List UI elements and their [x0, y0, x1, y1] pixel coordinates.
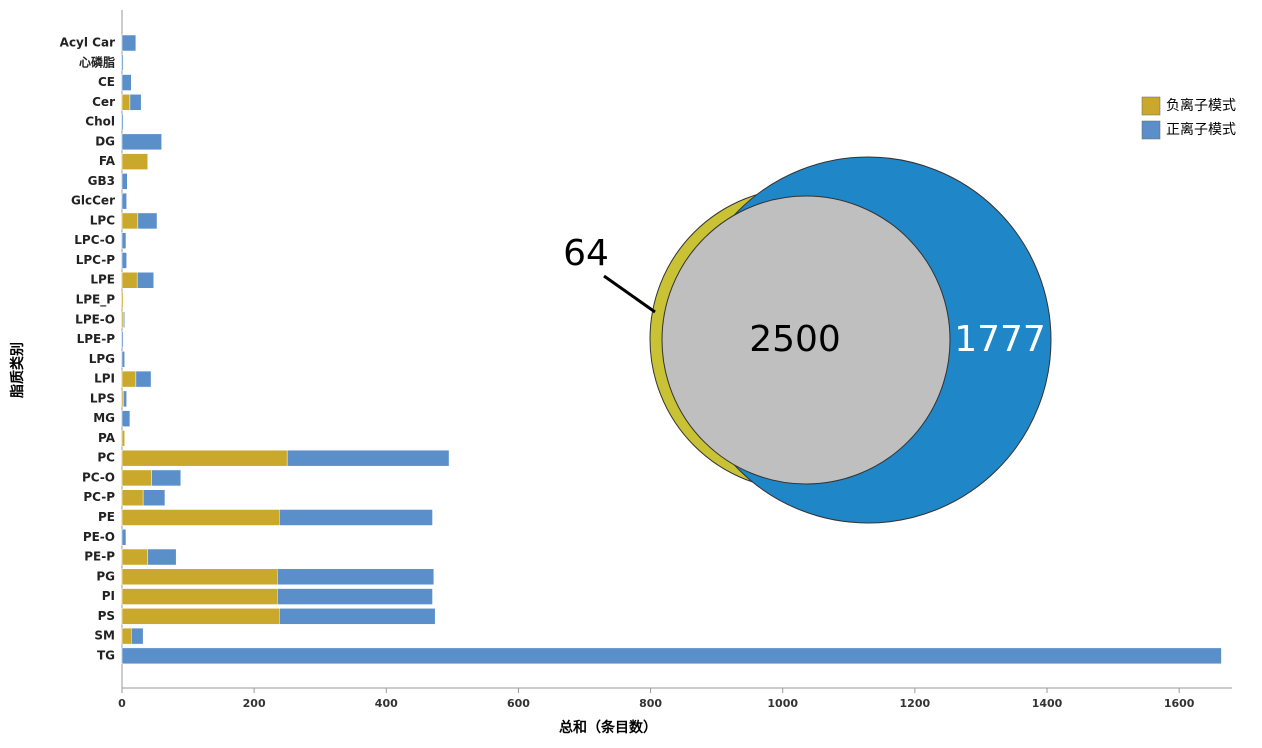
bar-segment — [147, 548, 177, 566]
y-tick-label: LPI — [94, 372, 115, 386]
legend-label: 负离子模式 — [1166, 97, 1236, 114]
y-tick-label: PC — [97, 451, 115, 465]
venn-label: 1777 — [954, 319, 1046, 360]
bar-segment — [121, 588, 278, 605]
y-tick-label: DG — [95, 134, 115, 148]
bar-segment — [277, 588, 433, 605]
y-tick-label: FA — [99, 154, 116, 168]
y-tick-label: LPE-O — [75, 312, 115, 326]
bar-segment — [123, 311, 125, 329]
bar-segment — [279, 509, 433, 526]
bar-segment — [123, 390, 127, 408]
y-tick-label: 心磷脂 — [79, 54, 115, 69]
bar-segment — [142, 489, 166, 506]
bar-segment — [121, 212, 139, 230]
bar-segment — [121, 113, 124, 131]
y-tick-label: LPC — [90, 213, 115, 227]
y-tick-label: LPG — [89, 352, 115, 366]
legend-label: 正离子模式 — [1166, 121, 1236, 138]
y-tick-label: GlcCer — [71, 194, 115, 208]
bar-segment — [121, 529, 127, 546]
y-tick-label: PG — [96, 569, 115, 583]
x-axis-label: 总和（条目数） — [559, 719, 657, 736]
bar-segment — [121, 232, 127, 249]
legend-swatch — [1141, 96, 1161, 116]
bar-segment — [131, 627, 144, 645]
bar-segment — [121, 153, 149, 170]
y-tick-label: Acyl Car — [60, 36, 115, 50]
bar-segment — [121, 252, 127, 269]
x-tick-label: 0 — [118, 697, 126, 710]
bar-segment — [121, 469, 152, 487]
bar-segment — [121, 568, 278, 586]
bar-segment — [151, 469, 182, 487]
bar-segment — [121, 34, 137, 52]
bar-segment — [286, 449, 450, 467]
y-tick-label: MG — [93, 411, 115, 425]
bar-segment — [121, 509, 280, 526]
venn-overlap — [661, 195, 951, 485]
bar-segment — [129, 94, 142, 111]
y-tick-label: PE-P — [84, 550, 115, 564]
venn-label: 2500 — [749, 319, 841, 360]
x-tick-label: 1000 — [767, 697, 798, 710]
x-tick-label: 1200 — [900, 697, 931, 710]
y-tick-label: LPC-O — [74, 233, 115, 247]
y-tick-label: CE — [98, 75, 115, 89]
y-tick-label: LPC-P — [76, 253, 116, 267]
callout — [603, 274, 656, 314]
y-tick-label: TG — [97, 648, 115, 662]
bar-segment — [121, 351, 125, 368]
bar-segment — [121, 608, 280, 625]
y-tick-label: PS — [98, 609, 115, 623]
y-tick-label: LPE — [90, 273, 115, 287]
x-tick-label: 400 — [375, 697, 398, 710]
bar-segment — [137, 212, 158, 230]
y-tick-label: PE — [98, 510, 115, 524]
bar-segment — [279, 608, 436, 625]
bar-segment — [121, 489, 144, 506]
y-axis-label: 脂质类别 — [9, 342, 26, 399]
bar-segment — [121, 627, 132, 645]
x-tick-label: 800 — [639, 697, 662, 710]
bar-segment — [121, 291, 124, 309]
x-tick-label: 1400 — [1032, 697, 1063, 710]
bar-segment — [121, 54, 124, 72]
bar-segment — [121, 192, 127, 210]
bar-segment — [277, 568, 435, 586]
y-tick-label: Chol — [85, 115, 115, 129]
bar-segment — [121, 331, 124, 348]
bar-segment — [121, 548, 149, 566]
y-tick-label: PA — [98, 431, 116, 445]
y-tick-label: PC-P — [83, 490, 115, 504]
bar-segment — [121, 647, 1222, 665]
bar-segment — [121, 430, 125, 447]
y-tick-label: GB3 — [88, 174, 115, 188]
bar-segment — [121, 133, 162, 151]
y-tick-label: SM — [94, 629, 115, 643]
x-tick-label: 200 — [243, 697, 266, 710]
bar-segment — [121, 449, 288, 467]
bar-segment — [136, 271, 154, 289]
bar-segment — [121, 271, 138, 289]
y-tick-label: LPE-P — [77, 332, 116, 346]
y-tick-label: PI — [102, 589, 115, 603]
y-tick-label: PC-O — [82, 470, 115, 484]
y-tick-label: Cer — [92, 95, 115, 109]
y-tick-label: PE-O — [83, 530, 115, 544]
bar-segment — [121, 74, 132, 91]
y-tick-label: LPS — [90, 391, 115, 405]
y-tick-label: LPE_P — [76, 293, 116, 308]
bar-segment — [121, 370, 137, 388]
bar-segment — [121, 410, 131, 427]
bar-segment — [121, 94, 131, 111]
legend-swatch — [1141, 120, 1161, 140]
bar-segment — [135, 370, 152, 388]
x-tick-label: 600 — [507, 697, 530, 710]
bar-segment — [121, 173, 128, 190]
x-tick-label: 1600 — [1164, 697, 1195, 710]
venn-label: 64 — [563, 233, 609, 274]
